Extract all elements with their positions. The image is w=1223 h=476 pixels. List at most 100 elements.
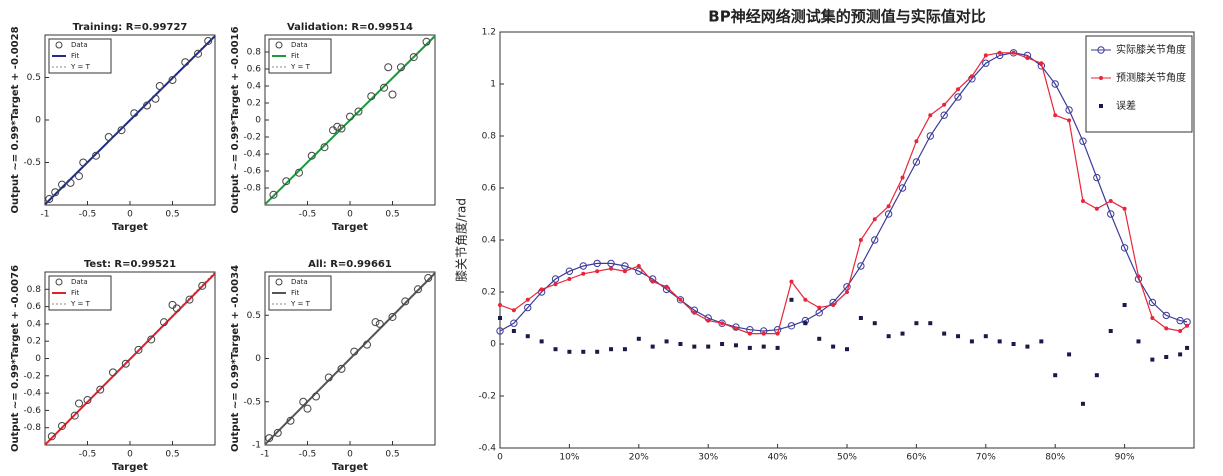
point	[969, 339, 974, 344]
point	[900, 331, 905, 336]
point	[886, 334, 891, 339]
data-point	[424, 274, 433, 283]
point	[1108, 199, 1113, 203]
x-tick-label: -0.5	[79, 450, 97, 460]
data-point	[375, 319, 384, 328]
data-point	[130, 109, 139, 118]
data-point	[96, 385, 105, 394]
point	[1164, 355, 1169, 359]
y-tick-label: 0.8	[247, 48, 262, 58]
x-tick-label: 90%	[1115, 453, 1135, 463]
legend-marker	[1099, 76, 1103, 80]
point	[1178, 329, 1183, 333]
x-tick-label: 10%	[559, 453, 579, 463]
point	[1136, 274, 1141, 279]
point	[872, 321, 877, 326]
data-point	[134, 345, 143, 354]
legend-label: Data	[291, 278, 308, 286]
data-point	[168, 76, 177, 85]
point	[803, 321, 808, 326]
point	[636, 336, 641, 341]
point	[983, 334, 988, 339]
point	[1108, 329, 1113, 333]
data-point	[422, 37, 431, 46]
point	[567, 277, 572, 281]
x-tick-label: 80%	[1045, 453, 1065, 463]
legend-marker	[1097, 46, 1105, 54]
x-tick-label: 0.5	[385, 210, 399, 220]
y-tick-label: -0.6	[243, 167, 261, 177]
point	[664, 339, 669, 344]
data-point	[354, 107, 363, 116]
y-tick-label: 0.8	[27, 285, 42, 295]
point	[496, 327, 504, 335]
legend-label: Y = T	[290, 300, 311, 308]
data-point	[282, 177, 291, 186]
point	[983, 53, 988, 58]
point	[884, 210, 893, 218]
point	[761, 331, 766, 336]
point	[565, 267, 574, 275]
point	[733, 343, 738, 348]
point	[1011, 50, 1016, 55]
data-point	[273, 428, 282, 437]
x-tick-label: 30%	[698, 453, 718, 463]
point	[1094, 206, 1099, 211]
point	[845, 290, 849, 294]
x-tick-label: 0.5	[165, 450, 179, 460]
chart-title: Training: R=0.99727	[73, 22, 188, 33]
point	[1039, 339, 1044, 344]
point	[553, 282, 558, 287]
chart-title: All: R=0.99661	[308, 259, 392, 270]
point	[845, 347, 849, 352]
point	[1176, 316, 1184, 325]
point	[525, 334, 530, 339]
y-tick-label: -0.4	[243, 150, 261, 160]
data-point	[346, 112, 354, 121]
point	[831, 344, 836, 349]
y-axis-label: Output ~= 0.99*Target + -0.0034	[230, 265, 241, 452]
point	[926, 132, 934, 140]
legend-marker	[275, 278, 283, 286]
point	[942, 102, 947, 107]
point	[692, 344, 697, 349]
point	[775, 331, 780, 336]
point	[761, 344, 766, 349]
data-point	[295, 168, 303, 177]
point	[831, 303, 836, 307]
legend-label: Data	[291, 41, 308, 49]
y-tick-label: -0.4	[23, 389, 41, 399]
point	[1107, 210, 1115, 218]
point	[551, 275, 560, 283]
data-point	[388, 312, 397, 321]
point	[898, 184, 907, 192]
legend-label: Y = T	[70, 63, 91, 71]
data-point	[47, 432, 56, 441]
point	[1067, 118, 1072, 123]
point	[607, 259, 615, 268]
x-tick-label: 0.5	[165, 210, 179, 220]
legend-marker	[55, 278, 63, 286]
point	[817, 336, 822, 341]
y-tick-label: -0.5	[23, 158, 41, 168]
point	[857, 262, 865, 270]
point	[1164, 326, 1169, 331]
data-point	[143, 101, 151, 110]
point	[676, 296, 685, 304]
point	[858, 316, 863, 320]
point	[525, 297, 530, 302]
x-tick-label: -0.5	[299, 210, 317, 220]
y-axis-label: Output ~= 0.99*Target + -0.0016	[230, 26, 241, 213]
legend-label: 预测膝关节角度	[1116, 71, 1186, 84]
point	[871, 236, 879, 244]
data-point	[414, 285, 422, 294]
x-axis-label: Target	[112, 462, 148, 473]
point	[914, 321, 919, 326]
data-point	[83, 396, 92, 405]
point	[622, 347, 627, 352]
point	[1148, 298, 1157, 307]
y-tick-label: 0.5	[247, 311, 261, 321]
y-tick-label: 0.4	[482, 236, 497, 246]
point	[982, 59, 990, 67]
